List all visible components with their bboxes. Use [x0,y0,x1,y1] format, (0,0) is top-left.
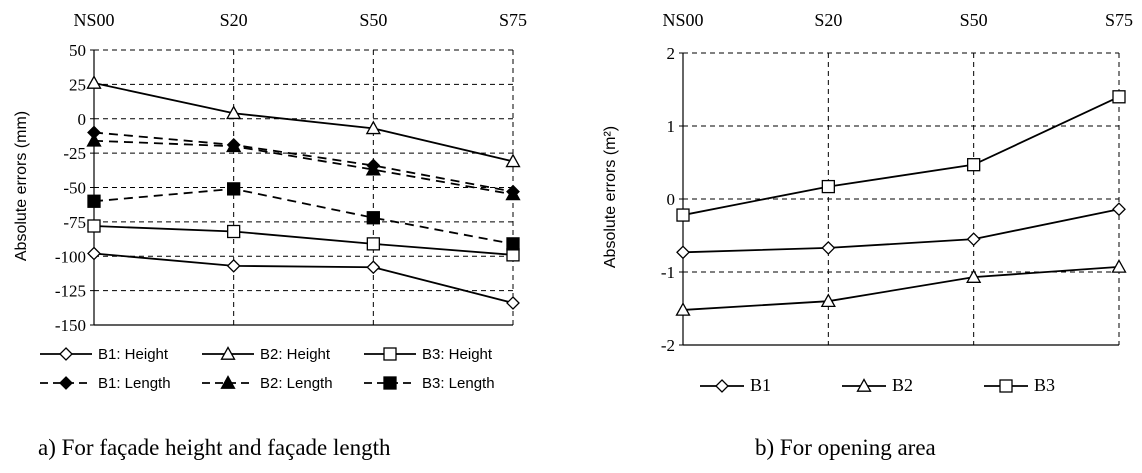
a-data-point [87,219,101,233]
b-data-point [1112,202,1126,217]
a-data-point [365,161,381,176]
b-series-line [682,208,1120,254]
b-data-point [1112,90,1126,104]
a-data-point [506,248,520,262]
b-series-line [682,95,1120,216]
chart-a-caption: a) For façade height and façade length [38,435,391,460]
a-y-tick-label: -125 [55,282,86,301]
a-data-point [227,224,241,239]
a-category-label: S50 [359,10,387,30]
a-legend-label: B2: Length [260,375,333,392]
a-series-line [93,187,514,245]
b-data-point [675,302,691,316]
b-data-point [1111,259,1127,273]
a-data-point [366,237,380,251]
a-y-tick-label: 25 [69,75,86,94]
a-data-point [505,153,521,168]
b-legend-label: B3 [1034,375,1055,395]
b-data-point [821,179,835,194]
b-category-label: S20 [814,10,842,30]
a-data-point [506,237,520,251]
b-legend-marker [999,379,1013,393]
a-series-line [93,131,514,193]
a-category-label: S75 [499,10,527,30]
a-legend-label: B1: Length [98,375,171,392]
a-y-tick-label: -50 [63,179,86,198]
chart-b-caption: b) For opening area [755,435,936,460]
a-series-line [93,252,514,304]
a-legend-marker [383,347,397,361]
a-series-line [93,82,514,163]
b-category-label: NS00 [662,10,703,30]
a-legend-marker [220,346,236,360]
b-data-point [966,269,982,283]
b-y-tick-label: -2 [661,336,675,355]
a-data-point [86,132,102,147]
a-series-line [93,225,514,256]
chart-a: 50 25 0 -25 -50 -75 -100 -125 -150 NS00 S20 S50 S75… [13,10,527,460]
a-data-point [87,194,101,208]
b-legend-marker [856,378,872,392]
b-data-point [676,208,690,222]
a-y-tick-label: 50 [69,41,86,60]
a-legend-label: B1: Height [98,346,169,363]
b-y-tick-label: 1 [667,117,676,136]
b-data-point [676,245,690,260]
a-category-label: S20 [220,10,248,30]
b-data-point [821,240,836,255]
a-legend-marker [59,376,73,390]
a-category-label: NS00 [73,10,114,30]
a-legend-marker [220,375,236,389]
a-legend-label: B3: Height [422,346,493,363]
a-y-tick-label: -75 [63,213,86,232]
b-data-point [967,158,981,172]
chart-b-y-axis-label-text: Absolute errors (m²) [602,126,619,268]
a-series-line [93,139,514,196]
a-y-tick-label: -25 [63,144,86,163]
a-legend-label: B2: Height [260,346,331,363]
a-legend-marker [59,347,73,361]
b-y-tick-label: 0 [667,190,676,209]
a-data-point [505,186,521,201]
a-data-point [226,105,242,120]
a-data-point [86,75,102,89]
chart-a-y-axis-label: Absolute errors (mm) [13,111,30,261]
a-y-tick-label: -100 [55,247,86,266]
b-y-tick-label: -1 [661,263,675,282]
a-data-point [506,296,520,310]
a-data-point [226,258,241,273]
a-legend-marker [383,376,397,390]
b-data-point [966,232,981,247]
b-legend-label: B2 [892,375,913,395]
a-data-point [365,120,381,135]
b-category-label: S50 [960,10,988,30]
a-y-tick-label: -150 [55,316,86,335]
b-legend-label: B1 [750,375,771,395]
a-data-point [227,182,241,196]
chart-b-y-axis-label: Absolute errors (m²) [602,126,619,268]
a-data-point [226,138,242,153]
b-y-tick-label: 2 [667,44,676,63]
chart-b: 2 1 0 -1 -2 NS00 S20 S50 S75 Absolute errors (m… [602,10,1133,460]
b-series-line [682,265,1120,311]
a-y-tick-label: 0 [78,110,87,129]
a-legend-label: B3: Length [422,375,495,392]
b-category-label: S75 [1105,10,1133,30]
a-data-point [366,211,380,225]
a-data-point [87,246,101,261]
b-legend-marker [715,379,729,393]
a-data-point [366,260,381,275]
b-data-point [820,293,836,308]
